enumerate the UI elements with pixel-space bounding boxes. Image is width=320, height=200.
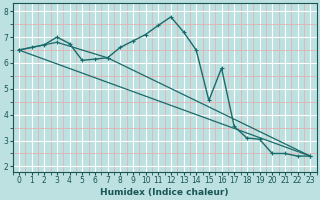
X-axis label: Humidex (Indice chaleur): Humidex (Indice chaleur) xyxy=(100,188,229,197)
